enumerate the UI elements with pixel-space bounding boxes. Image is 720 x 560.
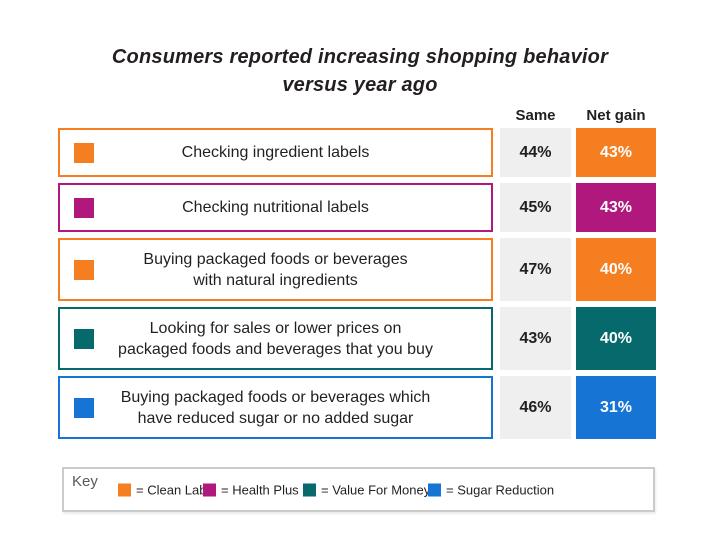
- category-swatch: [74, 142, 94, 163]
- same-value-cell: 43%: [500, 307, 571, 370]
- behavior-label-box: Checking nutritional labels: [58, 183, 493, 232]
- legend-item-label: = Health Plus: [221, 482, 299, 497]
- legend-swatch: [118, 483, 131, 496]
- legend-swatch: [428, 483, 441, 496]
- net-gain-value-cell: 31%: [576, 376, 656, 439]
- category-swatch: [74, 197, 94, 218]
- behavior-row: Checking ingredient labels 44% 43%: [58, 128, 656, 177]
- behavior-label-box: Buying packaged foods or beverages with …: [58, 238, 493, 301]
- legend-item: = Sugar Reduction: [428, 482, 554, 497]
- behavior-label: Looking for sales or lower prices on pac…: [118, 319, 433, 358]
- net-gain-value-cell: 43%: [576, 183, 656, 232]
- net-gain-value-cell: 40%: [576, 238, 656, 301]
- column-header-same: Same: [515, 107, 556, 124]
- same-value-cell: 47%: [500, 238, 571, 301]
- legend-item-label: = Clean Label: [136, 482, 217, 497]
- legend: Key = Clean Label = Health Plus = Value …: [62, 467, 655, 512]
- same-value-cell: 45%: [500, 183, 571, 232]
- same-value-cell: 44%: [500, 128, 571, 177]
- same-value-cell: 46%: [500, 376, 571, 439]
- legend-item-label: = Value For Money: [321, 482, 431, 497]
- legend-item: = Clean Label: [118, 482, 217, 497]
- behavior-row: Looking for sales or lower prices on pac…: [58, 307, 656, 370]
- behavior-row: Checking nutritional labels 45% 43%: [58, 183, 656, 232]
- behavior-label-box: Checking ingredient labels: [58, 128, 493, 177]
- category-swatch: [74, 397, 94, 418]
- column-header-net-gain: Net gain: [586, 107, 646, 124]
- chart-title-line2: versus year ago: [282, 74, 438, 96]
- behavior-table: Checking ingredient labels 44% 43% Check…: [58, 128, 656, 439]
- net-gain-value-cell: 43%: [576, 128, 656, 177]
- legend-title: Key: [72, 473, 98, 490]
- legend-swatch: [203, 483, 216, 496]
- chart-title-line1: Consumers reported increasing shopping b…: [111, 46, 609, 68]
- behavior-label: Buying packaged foods or beverages with …: [143, 250, 408, 289]
- behavior-label: Checking ingredient labels: [181, 144, 370, 161]
- behavior-label-box: Buying packaged foods or beverages which…: [58, 376, 493, 439]
- behavior-row: Buying packaged foods or beverages which…: [58, 376, 656, 439]
- behavior-label: Checking nutritional labels: [182, 199, 369, 216]
- category-swatch: [74, 259, 94, 280]
- legend-swatch: [303, 483, 316, 496]
- chart-title: Consumers reported increasing shopping b…: [0, 43, 720, 99]
- behavior-label-box: Looking for sales or lower prices on pac…: [58, 307, 493, 370]
- legend-item-label: = Sugar Reduction: [446, 482, 555, 497]
- legend-item: = Value For Money: [303, 482, 430, 497]
- behavior-label: Buying packaged foods or beverages which…: [120, 388, 431, 427]
- behavior-row: Buying packaged foods or beverages with …: [58, 238, 656, 301]
- net-gain-value-cell: 40%: [576, 307, 656, 370]
- category-swatch: [74, 328, 94, 349]
- legend-item: = Health Plus: [203, 482, 299, 497]
